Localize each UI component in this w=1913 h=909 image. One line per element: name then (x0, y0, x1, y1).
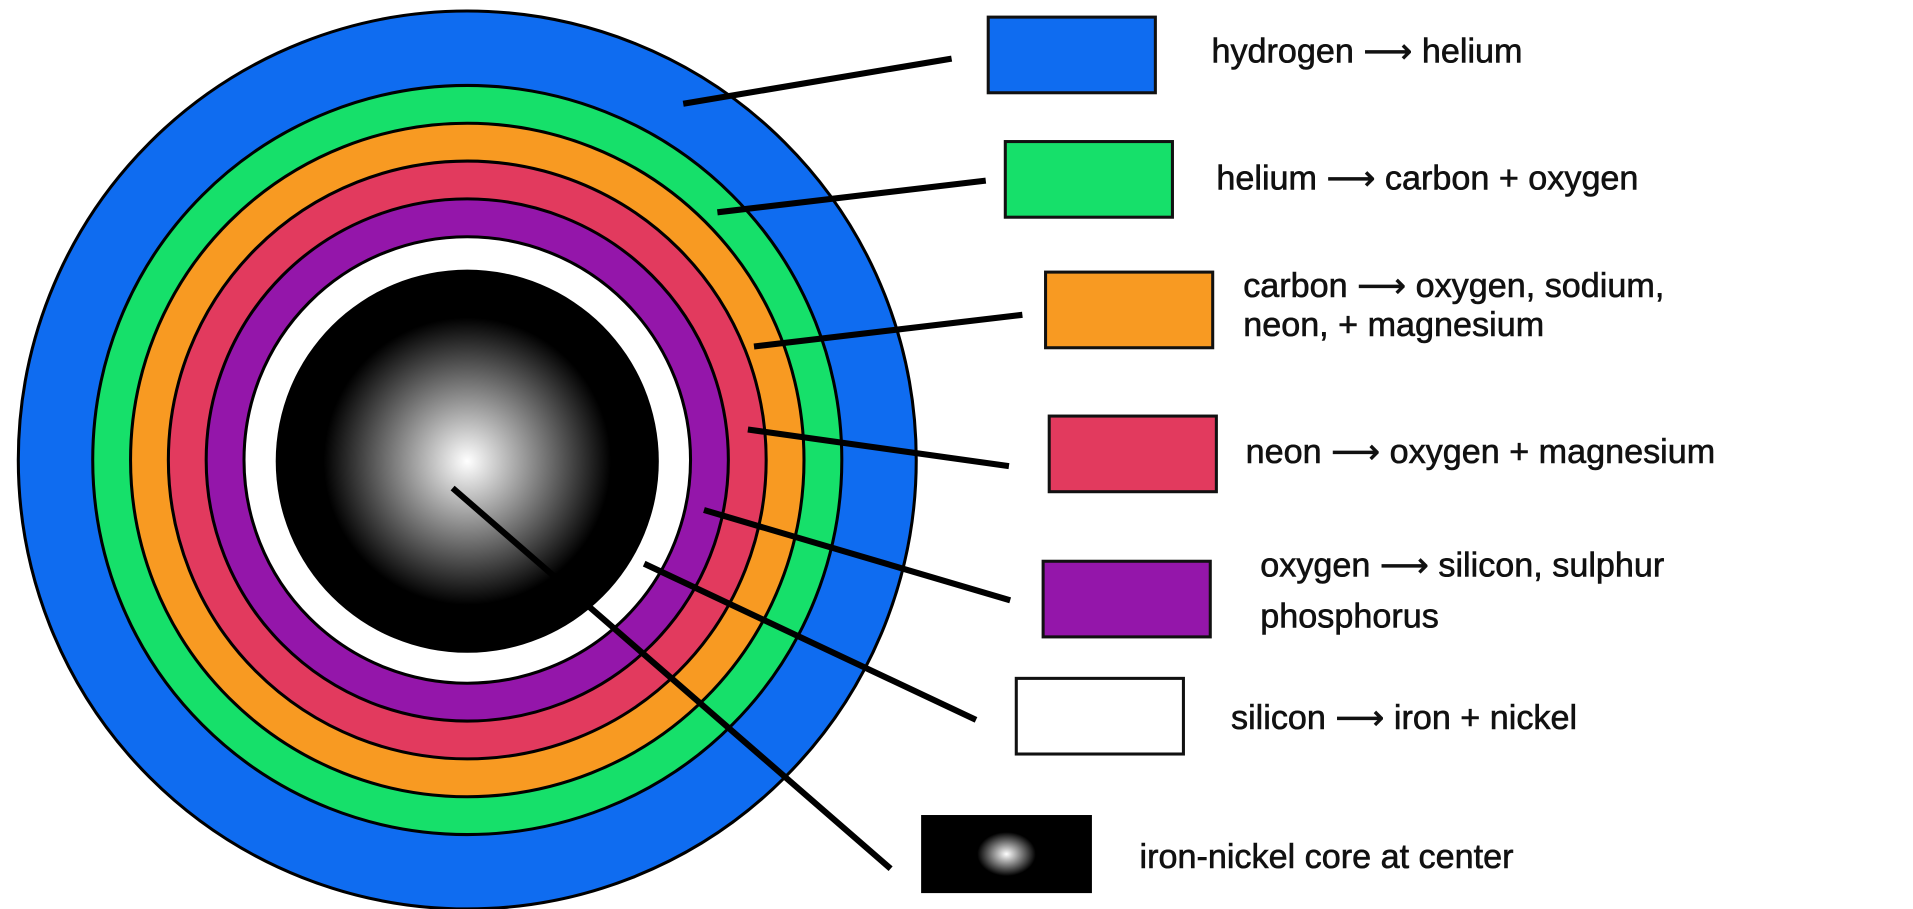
star-layers-diagram: hydrogen ⟶ helium helium ⟶ carbon + oxyge… (0, 0, 1913, 909)
legend-label: carbon ⟶ oxygen, sodium, (1243, 267, 1664, 305)
legend-label: phosphorus (1260, 598, 1439, 636)
legend-swatch (1043, 561, 1210, 637)
leader-line (683, 59, 951, 104)
legend-label: silicon ⟶ iron + nickel (1231, 699, 1577, 737)
legend-swatch-glow (958, 817, 1056, 890)
legend-label: oxygen ⟶ silicon, sulphur (1260, 546, 1664, 584)
legend-swatch (1046, 272, 1213, 348)
legend-swatch (1049, 416, 1216, 492)
legend-label: hydrogen ⟶ helium (1211, 33, 1522, 71)
legend-swatch (988, 17, 1155, 93)
legend-swatch (1005, 142, 1172, 218)
legend-label: helium ⟶ carbon + oxygen (1216, 160, 1638, 198)
legend-label: iron-nickel core at center (1140, 838, 1514, 876)
legend-swatch (1016, 678, 1183, 754)
iron-core (276, 270, 659, 653)
legend-label: neon ⟶ oxygen + magnesium (1246, 433, 1716, 471)
legend-label: neon, + magnesium (1243, 306, 1544, 344)
